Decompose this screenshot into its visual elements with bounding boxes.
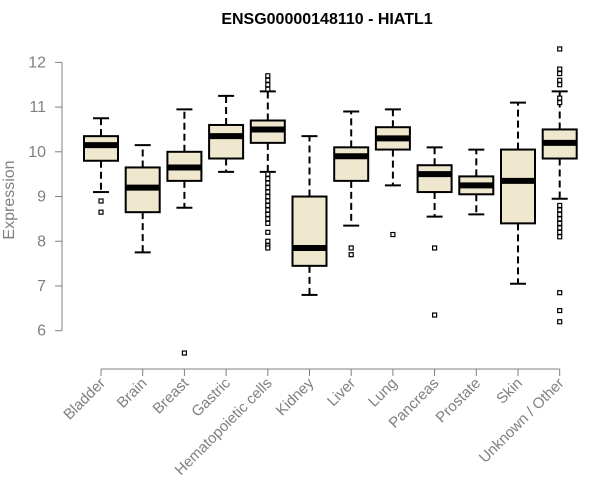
outlier-point [265, 229, 271, 235]
outlier-point [265, 180, 271, 186]
y-axis: 6 7 8 9 10 11 12 [28, 54, 63, 340]
chart-title: ENSG00000148110 - HIATL1 [221, 11, 432, 28]
x-tick-label-prostate: Prostate [433, 375, 485, 427]
outlier-point [557, 66, 563, 72]
x-tick-label-liver: Liver [324, 375, 359, 410]
outlier-point [265, 207, 271, 213]
box-skin [500, 101, 536, 285]
outlier-point [557, 95, 563, 101]
box-breast [166, 108, 203, 356]
outlier-point [557, 225, 563, 231]
outlier-point [265, 198, 271, 204]
outlier-point [265, 176, 271, 182]
x-tick-label-breast: Breast [150, 374, 193, 417]
outlier-point [181, 350, 187, 356]
box-unknown-other [541, 46, 578, 325]
iqr-box [333, 146, 370, 182]
box-lung [374, 108, 411, 238]
box-liver [333, 110, 370, 258]
y-axis-title: Expression [1, 160, 18, 239]
outlier-point [557, 70, 563, 77]
y-tick-label-9: 9 [37, 189, 46, 206]
outlier-point [557, 82, 563, 88]
box-brain [124, 144, 161, 254]
outlier-point [557, 220, 563, 226]
outlier-point [98, 198, 104, 204]
outlier-point [265, 193, 271, 200]
outlier-point [265, 184, 271, 191]
outlier-point [557, 211, 563, 218]
outlier-point [557, 100, 563, 106]
outlier-point [265, 82, 271, 88]
outlier-point [557, 77, 563, 83]
y-tick-label-12: 12 [28, 54, 46, 71]
iqr-box [500, 148, 536, 225]
outlier-point [432, 312, 438, 318]
x-tick-label-kidney: Kidney [273, 374, 318, 419]
outlier-point [265, 77, 271, 83]
y-tick-label-8: 8 [37, 233, 46, 250]
outlier-point [557, 229, 563, 235]
outlier-point [265, 211, 271, 218]
x-tick-label-brain: Brain [114, 375, 151, 412]
y-tick-label-10: 10 [28, 144, 46, 161]
outlier-point [265, 202, 271, 209]
box-pancreas [416, 146, 453, 318]
box-series [83, 46, 578, 356]
box-prostate [458, 148, 495, 216]
outlier-point [265, 171, 271, 177]
x-tick-label-bladder: Bladder [60, 375, 109, 424]
box-gastric [208, 94, 245, 173]
outlier-point [265, 86, 271, 92]
outlier-point [348, 245, 354, 251]
outlier-point [390, 231, 396, 238]
y-tick-label-11: 11 [29, 99, 46, 116]
outlier-point [98, 209, 104, 215]
outlier-point [265, 220, 271, 226]
outlier-point [557, 290, 563, 296]
outlier-point [348, 252, 354, 258]
x-tick-label-lung: Lung [365, 375, 401, 411]
outlier-point [265, 245, 271, 251]
outlier-point [557, 216, 563, 222]
outlier-point [265, 216, 271, 222]
outlier-point [557, 307, 563, 314]
box-hematopoietic-cells [249, 73, 286, 251]
outlier-point [557, 46, 563, 52]
x-tick-label-skin: Skin [493, 375, 526, 408]
y-tick-label-7: 7 [37, 278, 46, 295]
iqr-box [291, 195, 328, 267]
y-tick-label-6: 6 [37, 323, 46, 340]
iqr-box [83, 135, 119, 162]
outlier-point [432, 245, 438, 251]
iqr-box [416, 164, 453, 194]
outlier-point [557, 234, 563, 240]
outlier-point [265, 189, 271, 195]
box-bladder [83, 117, 119, 215]
outlier-point [557, 207, 563, 213]
box-kidney [291, 135, 328, 296]
iqr-box [208, 123, 245, 160]
outlier-point [557, 319, 563, 325]
outlier-point [557, 202, 563, 209]
outlier-point [265, 73, 271, 79]
outlier-point [265, 238, 271, 244]
